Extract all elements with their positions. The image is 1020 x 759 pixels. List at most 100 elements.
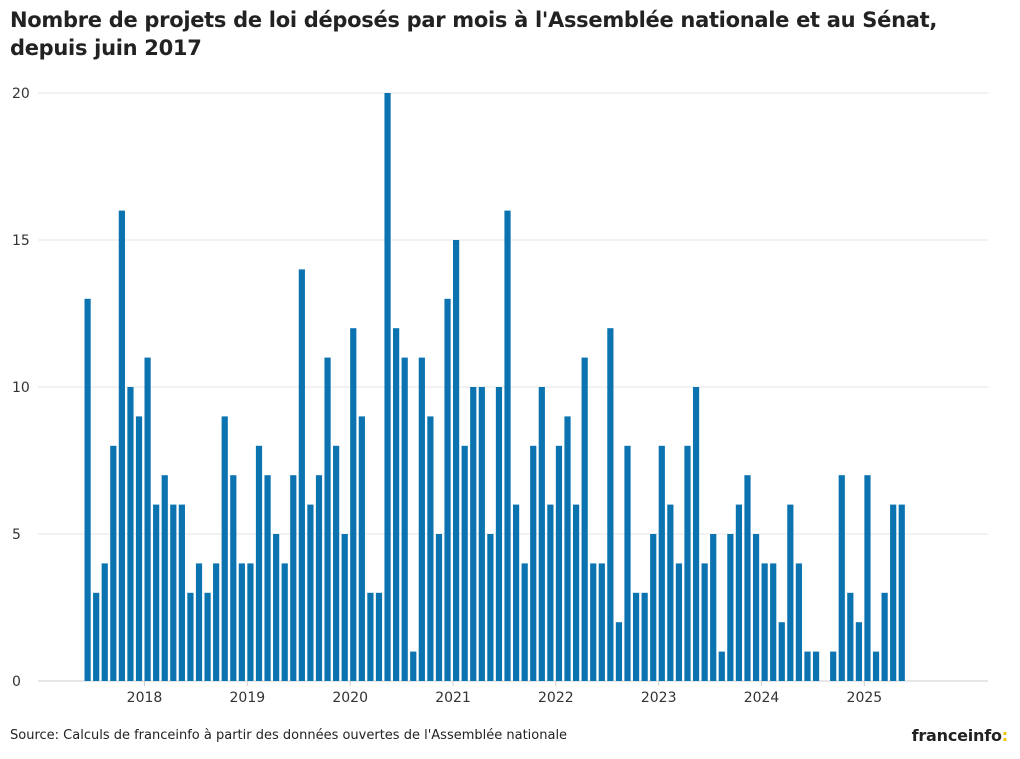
x-tick-label: 2023 — [641, 690, 677, 706]
bar — [675, 563, 683, 681]
bar — [401, 357, 408, 681]
x-tick-label: 2022 — [538, 690, 574, 706]
bar — [135, 416, 143, 681]
bar — [744, 475, 751, 681]
source-note: Source: Calculs de franceinfo à partir d… — [10, 728, 568, 743]
bar — [513, 504, 520, 681]
bar — [855, 622, 862, 681]
x-tick-label: 2025 — [847, 690, 883, 706]
bar — [495, 387, 503, 681]
bar — [273, 534, 280, 681]
bar — [701, 563, 708, 681]
bar — [547, 504, 554, 681]
bar — [838, 475, 845, 681]
bar — [487, 534, 494, 681]
bar — [572, 504, 580, 681]
bar — [427, 416, 434, 681]
bar — [590, 563, 597, 681]
y-tick-label: 0 — [12, 674, 21, 690]
brand-mark: : — [1001, 726, 1008, 745]
bar — [127, 387, 134, 681]
bar — [195, 563, 203, 681]
bar — [778, 622, 785, 681]
bar — [161, 475, 168, 681]
bar — [230, 475, 237, 681]
bar — [298, 269, 305, 681]
bar — [264, 475, 271, 681]
bar — [444, 298, 451, 681]
bar — [581, 357, 588, 681]
x-tick-label: 2019 — [230, 690, 266, 706]
bar — [658, 445, 665, 681]
bar — [787, 504, 794, 681]
bar — [521, 563, 528, 681]
bar — [144, 357, 151, 681]
bar — [255, 445, 263, 681]
bar — [410, 651, 417, 681]
bar — [375, 592, 383, 681]
x-tick-label: 2018 — [127, 690, 163, 706]
brand-name: franceinfo — [911, 726, 1002, 745]
bar — [804, 651, 811, 681]
bar — [384, 93, 391, 681]
bar — [564, 416, 571, 681]
bar — [367, 592, 374, 681]
bar — [624, 445, 631, 681]
bar — [333, 445, 340, 681]
x-tick-label: 2024 — [744, 690, 780, 706]
x-tick-label: 2020 — [332, 690, 368, 706]
bar — [898, 504, 905, 681]
bar — [667, 504, 674, 681]
bar — [470, 387, 477, 681]
bar — [315, 475, 323, 681]
bars — [84, 93, 905, 681]
bar — [350, 328, 357, 681]
bar — [718, 651, 725, 681]
bar — [872, 651, 880, 681]
bar — [864, 475, 871, 681]
franceinfo-logo: franceinfo: — [911, 726, 1009, 745]
bar — [881, 592, 888, 681]
bar — [418, 357, 425, 681]
bar — [684, 445, 691, 681]
bar — [221, 416, 228, 681]
bar — [795, 563, 803, 681]
bar — [178, 504, 185, 681]
bar — [341, 534, 348, 681]
bar — [84, 298, 91, 681]
y-tick-label: 10 — [12, 380, 30, 396]
bar — [847, 592, 854, 681]
x-axis-ticks: 2018 2019 2020 2021 2022 2023 2024 2025 — [127, 681, 883, 706]
bar — [110, 445, 117, 681]
bar — [710, 534, 717, 681]
y-tick-label: 5 — [12, 527, 21, 543]
x-tick-label: 2021 — [435, 690, 471, 706]
bar — [598, 563, 605, 681]
bar — [538, 387, 545, 681]
bar — [358, 416, 365, 681]
bar — [93, 592, 100, 681]
bar — [247, 563, 254, 681]
bar — [393, 328, 400, 681]
bar — [478, 387, 485, 681]
y-axis-ticks: 0 5 10 15 20 — [12, 86, 30, 690]
chart-title: Nombre de projets de loi déposés par moi… — [10, 8, 938, 60]
bar — [504, 210, 511, 681]
bar — [238, 563, 245, 681]
bar — [650, 534, 657, 681]
bar — [324, 357, 331, 681]
bar — [461, 445, 468, 681]
bar — [204, 592, 211, 681]
bar — [727, 534, 734, 681]
bar — [555, 445, 563, 681]
bar — [770, 563, 777, 681]
bar — [812, 651, 820, 681]
bar — [692, 387, 700, 681]
y-tick-label: 20 — [12, 86, 30, 102]
bar — [641, 592, 648, 681]
bar — [890, 504, 897, 681]
bar — [307, 504, 314, 681]
bar — [735, 504, 743, 681]
bar — [752, 534, 760, 681]
